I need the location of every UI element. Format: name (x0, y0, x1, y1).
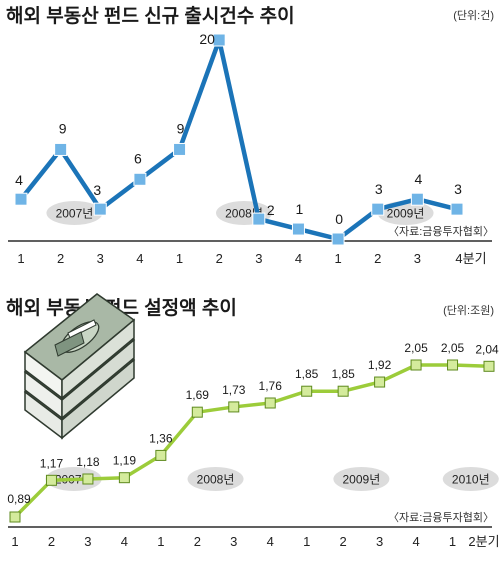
c2-year-badge (442, 467, 499, 491)
c2-marker (374, 376, 386, 388)
c1-marker (54, 142, 68, 156)
c1-tick-label: 1 (17, 251, 24, 266)
c2-tick-label: 2 (48, 534, 55, 549)
c2-value-label: 1,36 (149, 431, 173, 445)
c1-marker (331, 232, 345, 246)
c1-marker (173, 142, 187, 156)
c2-value-label: 1,85 (295, 367, 319, 381)
c2-tick-label: 4 (412, 534, 419, 549)
c2-marker (45, 474, 57, 486)
chart2-series-line (13, 363, 490, 519)
c1-value-label: 20 (199, 31, 215, 47)
c2-marker (228, 401, 240, 413)
c2-marker (9, 511, 21, 523)
c1-tick-label: 4 (136, 251, 143, 266)
c2-tick-label: 1 (11, 534, 18, 549)
c2-value-label: 1,85 (331, 367, 355, 381)
c2-marker (447, 359, 459, 371)
c2-value-label: 1,17 (40, 456, 64, 470)
c2-value-label: 0,89 (7, 492, 31, 506)
chart1-series-line (19, 37, 458, 242)
c2-marker (301, 385, 313, 397)
c2-tick-label: 3 (84, 534, 91, 549)
c1-tick-label: 1 (176, 251, 183, 266)
c2-value-label: 1,18 (76, 455, 100, 469)
c2-tick-label: 3 (376, 534, 383, 549)
c1-marker (291, 222, 305, 236)
c1-tick-label: 3 (97, 251, 104, 266)
c1-value-label: 2 (267, 202, 275, 218)
c1-marker (252, 212, 266, 226)
c1-marker (14, 192, 28, 206)
c2-year-badge (187, 467, 244, 491)
c2-value-label: 1,73 (222, 383, 246, 397)
c2-tick-label: 2 (194, 534, 201, 549)
c1-marker (371, 202, 385, 216)
c1-year-label: 2007년 (56, 207, 94, 221)
c2-marker (155, 449, 167, 461)
c1-tick-label: 2 (57, 251, 64, 266)
c2-tick-label: 1 (449, 534, 456, 549)
c1-value-label: 3 (454, 181, 462, 197)
c2-value-label: 2,04 (475, 342, 499, 356)
c2-year-label: 2009년 (343, 473, 381, 487)
c2-tick-label: 2분기 (468, 534, 499, 549)
c2-tick-label: 2 (340, 534, 347, 549)
c2-value-label: 1,76 (259, 379, 283, 393)
c2-tick-label: 4 (267, 534, 274, 549)
c1-marker (410, 192, 424, 206)
chart2-unit: (단위:조원) (443, 304, 494, 317)
c2-year-label: 2008년 (197, 473, 235, 487)
c1-value-label: 4 (15, 172, 23, 188)
c1-tick-label: 4분기 (455, 251, 486, 266)
c1-marker (93, 202, 107, 216)
c1-value-label: 9 (177, 120, 185, 136)
chart-new-fund-launches: 해외 부동산 펀드 신규 출시건수 추이 (단위:건) 2007년 2008년 20… (6, 5, 494, 266)
c1-tick-label: 2 (374, 251, 381, 266)
c1-marker (212, 33, 226, 47)
chart1-source: 〈자료:금융투자협회〉 (388, 225, 494, 238)
chart1-unit: (단위:건) (453, 9, 494, 22)
c2-tick-label: 1 (157, 534, 164, 549)
c2-marker (410, 359, 422, 371)
c2-marker (264, 397, 276, 409)
c2-marker (337, 385, 349, 397)
c1-tick-label: 3 (414, 251, 421, 266)
c2-value-label: 1,69 (186, 388, 210, 402)
c2-marker (191, 406, 203, 418)
c2-value-label: 2,05 (404, 341, 428, 355)
c1-value-label: 3 (375, 181, 383, 197)
c1-tick-label: 2 (216, 251, 223, 266)
c2-year-label: 2010년 (452, 473, 490, 487)
chart1-title: 해외 부동산 펀드 신규 출시건수 추이 (6, 5, 295, 27)
chart-fund-assets: 해외 부동산 펀드 설정액 추이 (단위:조원) 2007년 2008년 2009년… (6, 293, 500, 549)
c1-value-label: 1 (296, 201, 304, 217)
c1-marker (133, 172, 147, 186)
c1-tick-label: 4 (295, 251, 302, 266)
c1-value-label: 6 (134, 150, 142, 166)
c2-tick-label: 1 (303, 534, 310, 549)
c2-value-label: 1,19 (113, 454, 137, 468)
c2-tick-label: 4 (121, 534, 128, 549)
c1-year-label: 2009년 (387, 207, 425, 221)
c1-value-label: 9 (59, 120, 67, 136)
c2-marker (82, 473, 94, 485)
c1-value-label: 3 (93, 182, 101, 198)
c1-tick-label: 1 (334, 251, 341, 266)
c1-value-label: 0 (335, 211, 343, 227)
c1-year-badge (46, 201, 103, 225)
chart2-source: 〈자료:금융투자협회〉 (388, 511, 494, 524)
c2-tick-label: 3 (230, 534, 237, 549)
chart2-title: 해외 부동산 펀드 설정액 추이 (6, 297, 237, 319)
c2-marker (483, 360, 495, 372)
c2-year-badge (333, 467, 390, 491)
c1-tick-label: 3 (255, 251, 262, 266)
c2-value-label: 2,05 (441, 341, 465, 355)
c1-marker (450, 202, 464, 216)
c2-marker (118, 472, 130, 484)
c1-value-label: 4 (414, 171, 422, 187)
c2-value-label: 1,92 (368, 358, 392, 372)
money-stack-illustration (23, 293, 136, 440)
